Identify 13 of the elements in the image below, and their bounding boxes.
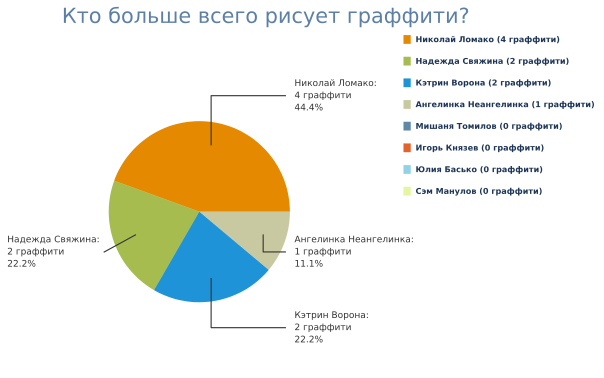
legend-label: Юлия Басько (0 граффити) (416, 166, 542, 174)
legend-label: Сэм Манулов (0 граффити) (416, 188, 542, 196)
legend-label: Мишаня Томилов (0 граффити) (416, 122, 562, 131)
legend-label: Кэтрин Ворона (2 граффити) (416, 79, 551, 88)
data-label: Ангелинка Неангелинка: 1 граффити 11.1% (294, 236, 413, 267)
legend-label: Надежда Свяжина (2 граффити) (416, 58, 569, 66)
data-label: Николай Ломако: 4 граффити 44.4% (294, 79, 376, 110)
data-label: Кэтрин Ворона: 2 граффити 22.2% (295, 311, 368, 342)
chart-title: Кто больше всего рисует граффити? (64, 6, 468, 28)
legend-label: Ангелинка Неангелинка (1 граффити) (416, 101, 594, 109)
data-label: Надежда Свяжина: 2 граффити 22.2% (8, 236, 99, 267)
legend-label: Игорь Князев (0 граффити) (416, 144, 544, 152)
legend-label: Николай Ломако (4 граффити) (416, 36, 560, 44)
